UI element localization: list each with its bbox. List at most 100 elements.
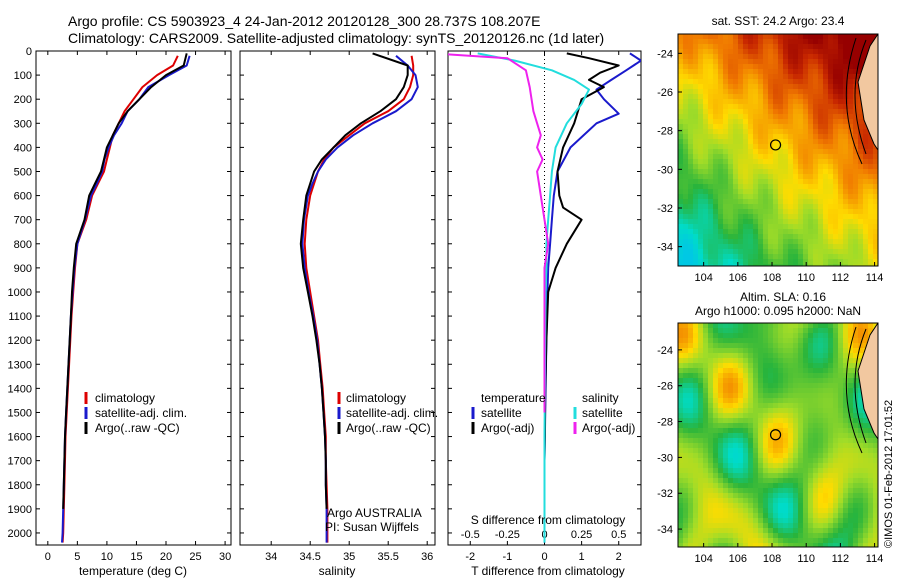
map-cell: [808, 513, 814, 519]
map-cell: [753, 69, 759, 75]
map-cell: [838, 209, 844, 215]
map-cell: [783, 353, 789, 359]
map-cell: [823, 463, 829, 469]
map-cell: [858, 184, 864, 190]
map-cell: [853, 458, 859, 464]
map-cell: [763, 508, 769, 514]
x-tick-label: 5: [74, 551, 80, 563]
map-cell: [693, 468, 699, 474]
map-cell: [838, 413, 844, 419]
map-cell: [753, 518, 759, 524]
map-cell: [773, 368, 779, 374]
map-cell: [848, 403, 854, 409]
map-cell: [778, 528, 784, 534]
map-cell: [728, 388, 734, 394]
map-cell: [838, 144, 844, 150]
map-cell: [783, 408, 789, 414]
map-cell: [803, 408, 809, 414]
map-cell: [713, 388, 719, 394]
map-cell: [713, 34, 719, 40]
map-cell: [773, 453, 779, 459]
map-cell: [823, 368, 829, 374]
map-cell: [853, 64, 859, 70]
map-cell: [763, 378, 769, 384]
map-cell: [693, 264, 699, 266]
map-cell: [793, 338, 799, 344]
map-cell: [863, 518, 869, 524]
map-cell: [828, 204, 834, 210]
map-cell: [838, 104, 844, 110]
map-cell: [808, 343, 814, 349]
map-cell: [823, 104, 829, 110]
map-cell: [748, 528, 754, 534]
map-cell: [828, 104, 834, 110]
map-cell: [708, 209, 714, 215]
map-cell: [793, 224, 799, 230]
map-cell: [818, 209, 824, 215]
map-cell: [863, 34, 869, 40]
map-cell: [783, 189, 789, 195]
map-cell: [743, 109, 749, 115]
map-cell: [793, 79, 799, 85]
map-cell: [848, 393, 854, 399]
map-cell: [828, 164, 834, 170]
map-cell: [828, 174, 834, 180]
map-cell: [823, 44, 829, 50]
map-cell: [708, 453, 714, 459]
map-cell: [828, 169, 834, 175]
map-cell: [793, 543, 799, 547]
map-cell: [703, 34, 709, 40]
map-cell: [738, 239, 744, 245]
map-cell: [748, 214, 754, 220]
map-cell: [678, 448, 684, 454]
map-cell: [828, 74, 834, 80]
map-cell: [718, 254, 724, 260]
map-cell: [783, 69, 789, 75]
map-cell: [803, 483, 809, 489]
map-cell: [723, 54, 729, 60]
map-cell: [793, 433, 799, 439]
map-cell: [843, 418, 849, 424]
map-cell: [808, 493, 814, 499]
map-cell: [718, 44, 724, 50]
map-cell: [773, 503, 779, 509]
map-cell: [788, 204, 794, 210]
map-cell: [683, 538, 689, 544]
map-cell: [853, 219, 859, 225]
map-cell: [728, 333, 734, 339]
map-cell: [798, 149, 804, 155]
x-tick-label: 35: [343, 551, 355, 563]
map-cell: [828, 468, 834, 474]
map-cell: [803, 229, 809, 235]
map-cell: [678, 69, 684, 75]
map-cell: [843, 368, 849, 374]
map-cell: [733, 99, 739, 105]
pi-annotation: PI: Susan Wijffels: [325, 520, 419, 534]
map-cell: [798, 184, 804, 190]
map-cell: [753, 323, 759, 329]
map-cell: [838, 498, 844, 504]
map-cell: [823, 154, 829, 160]
map-cell: [848, 134, 854, 140]
map-cell: [793, 109, 799, 115]
map-cell: [848, 443, 854, 449]
map-cell: [833, 468, 839, 474]
map-cell: [863, 528, 869, 534]
map-cell: [688, 338, 694, 344]
map-cell: [733, 134, 739, 140]
map-cell: [728, 104, 734, 110]
map-cell: [808, 84, 814, 90]
map-cell: [833, 39, 839, 45]
map-cell: [683, 383, 689, 389]
map-cell: [818, 478, 824, 484]
map-cell: [778, 164, 784, 170]
map-cell: [748, 383, 754, 389]
map-cell: [748, 378, 754, 384]
map-cell: [713, 418, 719, 424]
map-cell: [763, 124, 769, 130]
map-cell: [828, 383, 834, 389]
map-cell: [758, 139, 764, 145]
map-cell: [763, 34, 769, 40]
map-cell: [868, 179, 874, 185]
map-cell: [683, 239, 689, 245]
